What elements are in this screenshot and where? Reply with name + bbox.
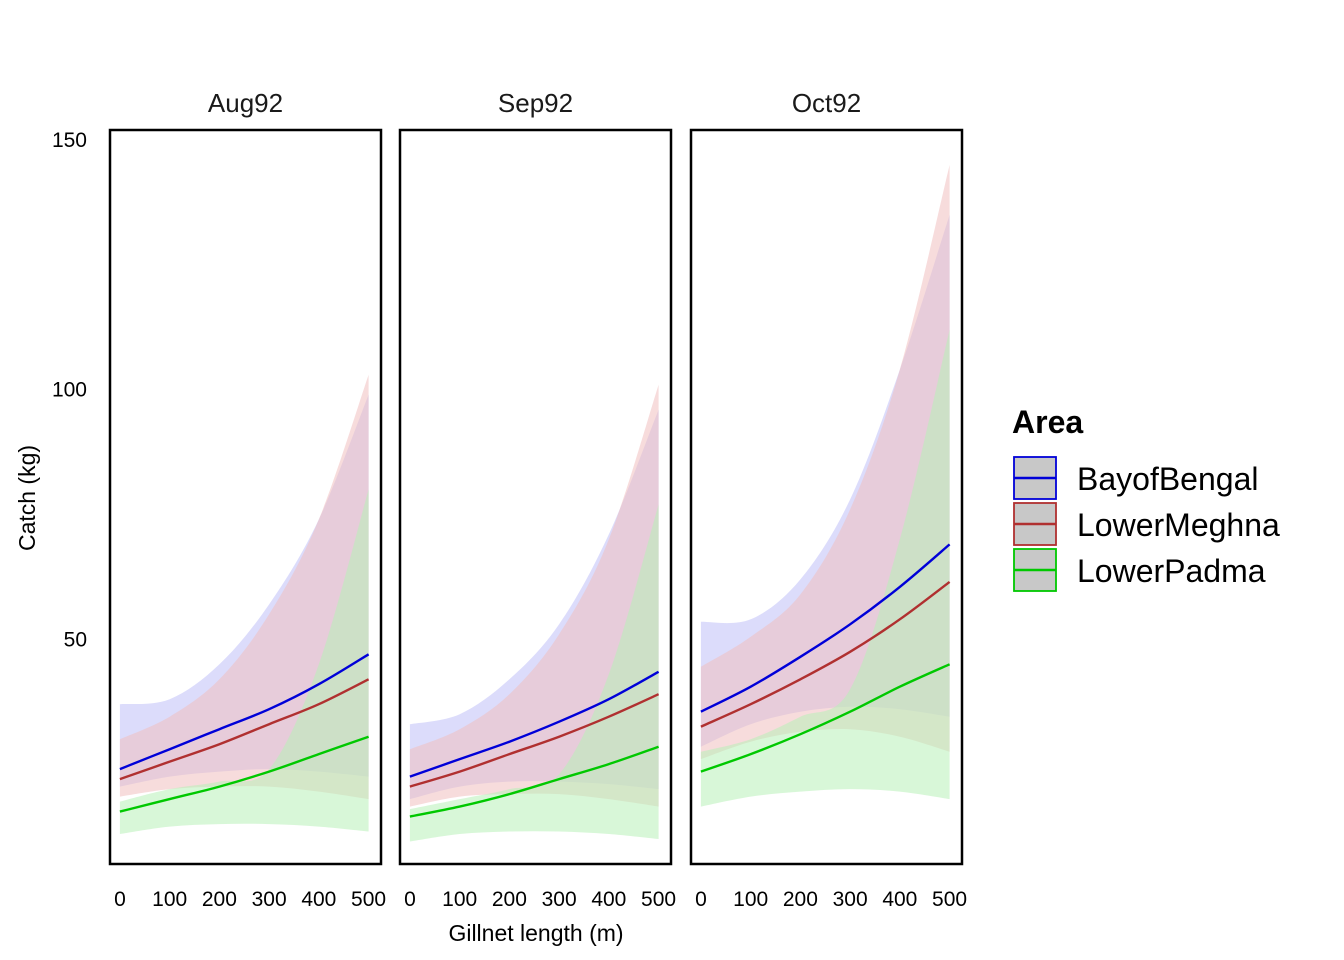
panel-border [108,128,383,866]
x-tick-label: 200 [783,888,818,911]
facet-title: Aug92 [208,88,283,118]
x-tick-label: 200 [492,888,527,911]
series-line [409,745,659,818]
x-tick-label: 500 [932,888,967,911]
y-axis-title: Catch (kg) [14,445,40,551]
legend-label: LowerPadma [1077,553,1266,589]
facet-panel-aug92: Aug92 0 100 200 300 400 500 50 100 150 [52,88,386,911]
series-line [119,653,370,771]
x-tick-label: 100 [152,888,187,911]
x-axis-title: Gillnet length (m) [448,920,623,946]
x-tick-label: 200 [202,888,237,911]
x-tick-label: 100 [733,888,768,911]
plot-area [119,374,370,834]
y-tick-label: 100 [52,379,87,402]
series-line [700,663,951,773]
legend-label: BayofBengal [1077,461,1258,497]
x-tick-label: 300 [252,888,287,911]
legend-label: LowerMeghna [1077,507,1280,543]
y-tick-label: 150 [52,129,87,152]
x-tick-label: 400 [591,888,626,911]
series-line [409,670,660,778]
facet-panel-oct92: Oct92 0 100 200 300 400 500 [689,88,967,911]
series-line [409,693,660,788]
plot-area [700,165,951,807]
legend-title: Area [1012,404,1083,440]
series-line [119,735,369,813]
x-tick-label: 300 [542,888,577,911]
confidence-band [700,329,950,807]
x-tick-label: 500 [351,888,386,911]
panel-border [398,128,673,866]
legend: Area BayofBengal LowerMeghna LowerPadma [1012,404,1280,592]
plot-area [409,384,660,842]
x-tick-label: 300 [833,888,868,911]
legend-item: BayofBengal [1013,456,1258,500]
x-tick-label: 500 [641,888,676,911]
series-line [119,678,370,781]
confidence-band [409,384,659,807]
x-tick-label: 0 [695,888,707,911]
facet-panel-sep92: Sep92 0 100 200 300 400 500 [398,88,676,911]
legend-item: LowerMeghna [1013,502,1280,546]
facet-panels: Aug92 0 100 200 300 400 500 50 100 150 Sep92 0 100 20… [52,88,967,911]
x-tick-label: 0 [404,888,416,911]
x-tick-label: 400 [882,888,917,911]
series-line [700,543,951,713]
x-tick-label: 0 [114,888,126,911]
x-tick-label: 400 [301,888,336,911]
confidence-band [119,489,369,834]
series-line [700,580,951,728]
facet-title: Oct92 [792,88,861,118]
facet-title: Sep92 [498,88,573,118]
x-tick-label: 100 [442,888,477,911]
panel-border [689,128,964,866]
legend-item: LowerPadma [1013,548,1266,592]
y-tick-label: 50 [64,628,87,651]
confidence-band [409,504,659,842]
confidence-band [119,374,369,800]
